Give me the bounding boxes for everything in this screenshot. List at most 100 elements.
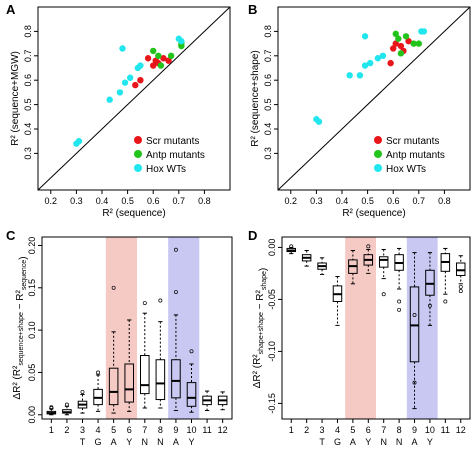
y-axis-label-subscript: shape+shape (258, 312, 265, 354)
y-axis-label-part: ) (18, 256, 29, 259)
x-tick-label: 0.7 (173, 196, 186, 206)
outlier-point (80, 389, 85, 394)
outlier-point (158, 298, 163, 303)
box-iqr (378, 256, 389, 268)
x-tick-label: 2 (64, 425, 69, 435)
base-label: N (157, 437, 164, 447)
x-tick-label: 1 (49, 425, 54, 435)
data-point-antp (392, 30, 399, 38)
data-point-hox (119, 45, 126, 52)
legend-label: Scr mutants (146, 136, 199, 147)
base-label: A (111, 437, 117, 447)
base-label: G (95, 437, 102, 447)
box-iqr (456, 262, 466, 276)
data-point-hox (121, 79, 129, 86)
outlier-point (443, 299, 448, 304)
data-point-scr (405, 37, 412, 45)
data-point-antp (150, 47, 157, 55)
highlight-band-blue (406, 237, 438, 419)
data-point-scr (144, 55, 152, 62)
x-tick-label: 10 (425, 425, 435, 435)
box-iqr (108, 367, 119, 406)
x-tick-label: 5 (350, 425, 355, 435)
data-point-hox (374, 55, 382, 62)
y-tick-label: 0.00 (27, 406, 37, 424)
y-tick-label: -0.05 (267, 289, 277, 310)
data-point-hox (178, 37, 185, 45)
data-point-scr (150, 62, 157, 69)
y-tick-label: 0.4 (263, 123, 273, 136)
data-point-hox (361, 33, 369, 40)
x-tick-label: 0.4 (336, 196, 349, 206)
x-tick-label: 4 (335, 425, 340, 435)
y-tick-label: 0.20 (27, 237, 37, 255)
y-tick-label: 0.3 (263, 147, 273, 160)
base-label: Y (189, 437, 195, 447)
data-point-scr (387, 59, 394, 67)
x-tick-label: 3 (320, 425, 325, 435)
data-point-antp (410, 40, 417, 47)
x-tick-label: 7 (381, 425, 386, 435)
x-tick-label: 0.3 (310, 196, 323, 206)
boxplot-panel-d: 0.00-0.05-0.10-0.151 2 3 4 5 6 7 8 9 10 11 12T G A Y N N… (252, 236, 471, 447)
data-point-antp (155, 52, 162, 59)
data-point-hox (126, 74, 134, 81)
legend-label: Antp mutants (386, 150, 445, 161)
y-axis-label: R² (sequence+MGW) (10, 51, 21, 146)
y-tick-label: 0.5 (23, 98, 33, 111)
y-axis-label-part: − R² (255, 289, 266, 312)
base-label: N (142, 437, 149, 447)
diagonal-line (277, 6, 471, 191)
data-point-antp (167, 52, 175, 59)
box-iqr (124, 363, 134, 403)
box-iqr (425, 269, 435, 296)
base-label: N (380, 437, 387, 447)
legend-marker-scr (374, 136, 382, 144)
data-point-hox (356, 72, 364, 79)
y-axis-label-part: ) (258, 268, 269, 271)
y-axis-label-subscript: shape (261, 271, 268, 290)
box-iqr (409, 286, 420, 363)
data-point-hox (116, 89, 124, 96)
y-tick-label: 0.4 (23, 123, 33, 136)
outlier-point (366, 244, 371, 249)
x-tick-label: 4 (96, 425, 101, 435)
outlier-point (111, 285, 116, 290)
plot-frame (41, 236, 233, 420)
y-tick-label: 0.6 (23, 74, 33, 87)
outlier-point (49, 405, 54, 410)
x-tick-label: 0.5 (121, 196, 134, 206)
boxplot-panel-c: 0.000.050.100.150.201 2 3 4 5 6 7 8 9 10 11 12T G A Y N… (12, 236, 233, 447)
x-tick-label: 9 (173, 425, 178, 435)
data-point-hox (75, 138, 83, 145)
outlier-point (397, 307, 402, 312)
x-tick-label: 1 (289, 425, 294, 435)
outlier-point (458, 284, 463, 289)
plot-frame (277, 6, 471, 191)
base-label: Y (126, 437, 132, 447)
box-iqr (140, 355, 150, 395)
x-tick-label: 8 (397, 425, 402, 435)
base-label: Y (427, 437, 433, 447)
x-tick-label: 3 (80, 425, 85, 435)
x-axis-label: R² (sequence) (342, 208, 405, 219)
y-tick-label: 0.05 (27, 364, 37, 382)
outlier-point (64, 402, 69, 407)
x-tick-label: 0.3 (70, 196, 83, 206)
y-tick-label: -0.15 (267, 393, 277, 414)
box-iqr (155, 359, 166, 401)
x-tick-label: 8 (158, 425, 163, 435)
outlier-point (96, 370, 101, 375)
plot-frame (37, 6, 231, 191)
x-tick-label: 6 (127, 425, 132, 435)
data-point-hox (106, 96, 113, 103)
y-tick-label: 0.7 (263, 50, 273, 63)
x-tick-label: 0.8 (198, 196, 211, 206)
x-tick-label: 12 (456, 425, 466, 435)
y-tick-label: 0.3 (23, 147, 33, 160)
x-tick-label: 0.4 (96, 196, 109, 206)
x-tick-label: 0.5 (361, 196, 374, 206)
data-point-hox (420, 28, 428, 35)
y-axis-label-part: − R² (15, 289, 26, 312)
outlier-point (142, 301, 147, 305)
